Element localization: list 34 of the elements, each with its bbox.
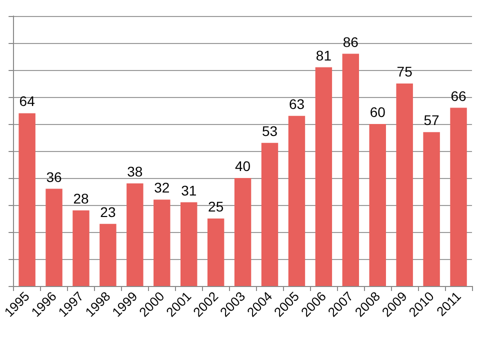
bar — [100, 224, 116, 286]
bar — [180, 202, 198, 286]
bar — [369, 124, 386, 286]
data-label: 53 — [262, 122, 278, 139]
bar — [450, 108, 467, 286]
bar — [126, 183, 144, 286]
bar — [207, 218, 224, 286]
data-label: 60 — [370, 104, 386, 120]
data-label: 36 — [46, 168, 62, 185]
bar — [234, 178, 252, 286]
data-label: 23 — [100, 204, 116, 220]
data-label: 64 — [19, 93, 36, 110]
bar — [46, 188, 62, 286]
data-label: 86 — [342, 34, 359, 50]
data-label: 40 — [235, 158, 251, 174]
bar — [261, 142, 278, 286]
bar — [423, 132, 440, 286]
data-label: 66 — [450, 88, 467, 104]
data-label: 25 — [208, 198, 224, 214]
bar — [288, 116, 306, 286]
data-label: 32 — [154, 180, 170, 196]
bar — [154, 200, 170, 286]
data-label: 75 — [396, 64, 413, 80]
data-label: 28 — [73, 190, 89, 206]
bar — [315, 67, 332, 286]
data-label: 57 — [424, 112, 440, 128]
data-label: 38 — [127, 163, 143, 180]
data-label: 31 — [181, 182, 197, 198]
data-label: 63 — [288, 96, 305, 112]
bar — [342, 54, 360, 286]
bar — [396, 84, 413, 286]
data-label: 81 — [316, 47, 332, 64]
bar — [72, 210, 90, 286]
bar — [18, 113, 36, 286]
